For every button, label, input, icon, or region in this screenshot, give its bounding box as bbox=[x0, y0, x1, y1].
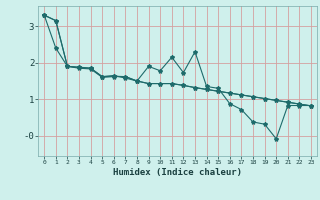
X-axis label: Humidex (Indice chaleur): Humidex (Indice chaleur) bbox=[113, 168, 242, 177]
